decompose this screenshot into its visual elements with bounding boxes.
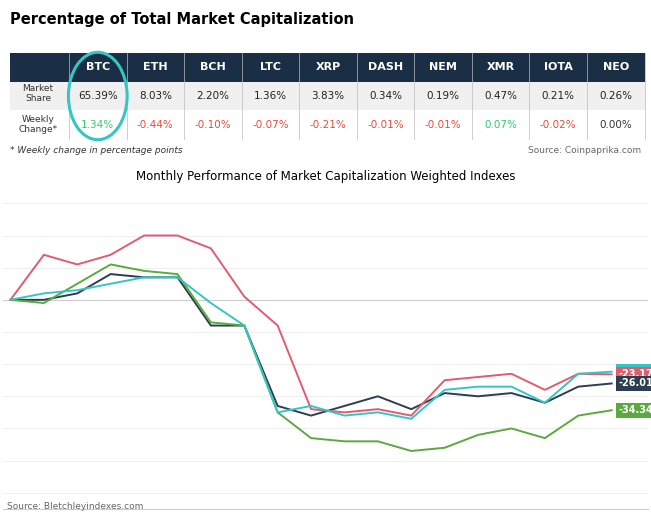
Text: -0.07%: -0.07% — [252, 120, 289, 130]
Text: Weekly
Change*: Weekly Change* — [19, 115, 58, 134]
Text: IOTA: IOTA — [544, 62, 573, 72]
Text: -0.10%: -0.10% — [195, 120, 231, 130]
Text: NEM: NEM — [429, 62, 457, 72]
Text: Source: Bletchleyindexes.com: Source: Bletchleyindexes.com — [7, 502, 143, 511]
Text: XRP: XRP — [315, 62, 340, 72]
Text: 0.47%: 0.47% — [484, 91, 517, 101]
Text: 0.21%: 0.21% — [542, 91, 575, 101]
Text: -0.44%: -0.44% — [137, 120, 174, 130]
FancyBboxPatch shape — [10, 53, 644, 82]
Text: 2.20%: 2.20% — [197, 91, 229, 101]
Text: LTC: LTC — [260, 62, 281, 72]
Text: ETH: ETH — [143, 62, 168, 72]
Text: -0.01%: -0.01% — [424, 120, 462, 130]
Text: Market
Share: Market Share — [23, 84, 54, 103]
Text: BCH: BCH — [200, 62, 226, 72]
Text: -0.02%: -0.02% — [540, 120, 577, 130]
Text: -22.34%: -22.34% — [618, 366, 651, 377]
Text: 3.83%: 3.83% — [311, 91, 344, 101]
Text: * Weekly change in percentage points: * Weekly change in percentage points — [10, 146, 182, 155]
Text: 0.34%: 0.34% — [369, 91, 402, 101]
FancyBboxPatch shape — [10, 111, 644, 139]
Text: NEO: NEO — [603, 62, 629, 72]
Text: 8.03%: 8.03% — [139, 91, 172, 101]
Text: -26.01%: -26.01% — [618, 378, 651, 389]
Text: 1.36%: 1.36% — [254, 91, 287, 101]
Text: -0.21%: -0.21% — [310, 120, 346, 130]
Text: -34.34%: -34.34% — [618, 405, 651, 415]
Text: 0.07%: 0.07% — [484, 120, 517, 130]
Title: Monthly Performance of Market Capitalization Weighted Indexes: Monthly Performance of Market Capitaliza… — [136, 170, 515, 183]
FancyBboxPatch shape — [10, 82, 644, 111]
Text: 0.26%: 0.26% — [600, 91, 632, 101]
Text: 0.00%: 0.00% — [600, 120, 632, 130]
Text: 0.19%: 0.19% — [426, 91, 460, 101]
Text: 1.34%: 1.34% — [81, 120, 115, 130]
Text: -23.17%: -23.17% — [618, 370, 651, 379]
Text: Source: Coinpaprika.com: Source: Coinpaprika.com — [528, 146, 641, 155]
Text: XMR: XMR — [486, 62, 515, 72]
Text: Percentage of Total Market Capitalization: Percentage of Total Market Capitalizatio… — [10, 12, 353, 27]
Text: BTC: BTC — [86, 62, 110, 72]
Text: DASH: DASH — [368, 62, 403, 72]
Text: -0.01%: -0.01% — [367, 120, 404, 130]
Text: 65.39%: 65.39% — [78, 91, 118, 101]
